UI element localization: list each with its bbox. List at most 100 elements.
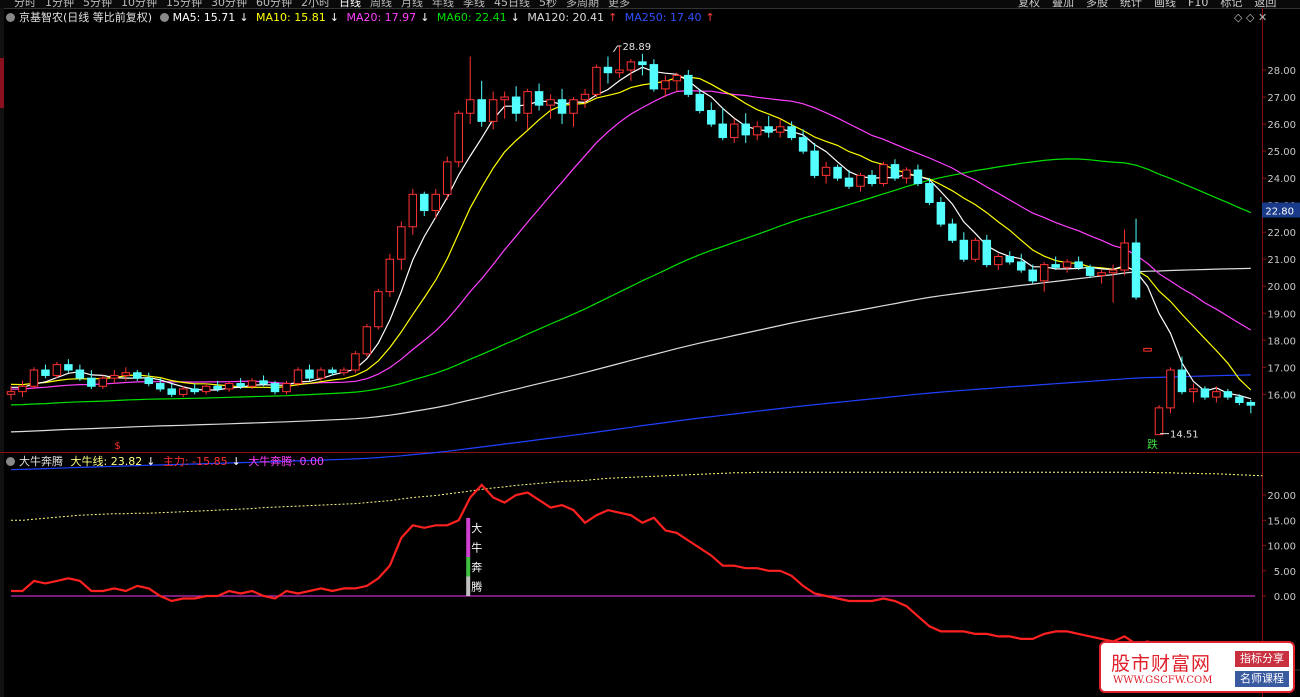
candle-body — [775, 126, 785, 133]
candle-body — [178, 388, 188, 395]
period-tab-8[interactable]: 日线 — [339, 0, 361, 9]
candle-body — [75, 369, 85, 379]
candle-body — [224, 383, 234, 390]
candle-body — [500, 96, 509, 101]
period-tab-0[interactable]: 分时 — [14, 0, 36, 9]
price-tick-label: 19.00 — [1267, 309, 1296, 320]
period-tab-9[interactable]: 周线 — [370, 0, 392, 9]
signal-bar-segment — [466, 537, 471, 557]
bull-line-value: 大牛线: 23.82 — [70, 455, 143, 468]
candle-body — [1051, 264, 1060, 268]
candle-body — [844, 177, 854, 187]
ma5-arrow-icon: ↓ — [239, 11, 249, 24]
candle-body — [385, 258, 395, 293]
period-tab-3[interactable]: 10分钟 — [121, 0, 157, 9]
candle-body — [661, 80, 670, 90]
period-tab-11[interactable]: 年线 — [432, 0, 454, 9]
period-tab-7[interactable]: 2小时 — [301, 0, 330, 9]
price-tick-label: 20.00 — [1267, 282, 1296, 293]
period-tab-13[interactable]: 45日线 — [494, 0, 530, 9]
candle-body — [1097, 272, 1106, 276]
current-price-tag — [1262, 202, 1300, 218]
toolbar-button-1[interactable]: 叠加 — [1052, 0, 1074, 9]
ma-settings-icon[interactable] — [159, 13, 169, 22]
signal-char: 大 — [471, 521, 482, 535]
signal-value: 大牛奔腾: 0.00 — [248, 455, 325, 468]
candle-body — [971, 239, 980, 260]
candle-body — [672, 74, 682, 82]
toolbar-button-7[interactable]: 返回 — [1254, 0, 1277, 9]
candle-body — [1005, 256, 1015, 263]
candle-body — [879, 164, 888, 185]
candle-body — [465, 99, 475, 114]
bull-line-arrow-icon: ↓ — [146, 455, 156, 468]
price-tick-label: 25.00 — [1267, 147, 1296, 158]
close-icon[interactable]: ✕ — [1257, 11, 1268, 24]
candle-body — [1223, 391, 1233, 398]
toolbar-button-6[interactable]: 标记 — [1220, 0, 1243, 9]
period-tab-10[interactable]: 月线 — [401, 0, 423, 9]
ma250-value: MA250: 17.40 — [624, 11, 702, 24]
indicator-settings-icon[interactable] — [6, 457, 15, 466]
fall-signal-label: 跌 — [1147, 437, 1158, 451]
period-tab-14[interactable]: 5秒 — [539, 0, 557, 9]
candle-body — [1062, 261, 1072, 268]
candle-body — [6, 391, 16, 395]
diamond-icon[interactable]: ◇ — [1234, 11, 1243, 24]
signal-char: 腾 — [471, 580, 482, 594]
candle-body — [959, 239, 969, 260]
candle-body — [1235, 396, 1244, 403]
candle-body — [741, 123, 750, 136]
candle-body — [339, 369, 349, 374]
ma5-value: MA5: 15.71 — [172, 11, 236, 24]
legend-settings-icon[interactable] — [6, 13, 15, 22]
period-tab-6[interactable]: 60分钟 — [256, 0, 292, 9]
period-tab-2[interactable]: 5分钟 — [83, 0, 112, 9]
ma10-value: MA10: 15.81 — [256, 11, 326, 24]
candle-body — [994, 256, 1003, 266]
candle-body — [798, 137, 808, 152]
period-tab-15[interactable]: 多周期 — [566, 0, 599, 9]
candle-body — [649, 64, 659, 90]
period-tab-12[interactable]: 季线 — [463, 0, 485, 9]
candle-body — [1177, 369, 1187, 393]
price-tick-label: 26.00 — [1267, 120, 1296, 131]
price-tick-label: 17.00 — [1267, 363, 1296, 374]
toolbar-button-2[interactable]: 多股 — [1086, 0, 1108, 9]
watermark-brand: 股市财富网 — [1111, 653, 1212, 675]
price-tick-label: 18.00 — [1267, 336, 1296, 347]
period-tab-5[interactable]: 30分钟 — [211, 0, 247, 9]
restore-icon[interactable]: ◇ — [1245, 11, 1255, 24]
toolbar-button-3[interactable]: 统计 — [1120, 0, 1142, 9]
candle-body — [925, 183, 934, 203]
candle-body — [121, 372, 131, 376]
candle-body — [155, 383, 165, 390]
price-tick-label: 16.00 — [1267, 390, 1296, 401]
ma20-value: MA20: 17.97 — [346, 11, 417, 24]
candle-body — [511, 96, 521, 114]
candle-body — [18, 385, 27, 393]
period-tab-16[interactable]: 更多 — [608, 0, 630, 9]
period-tab-1[interactable]: 1分钟 — [45, 0, 74, 9]
toolbar-button-5[interactable]: F10 — [1188, 0, 1209, 9]
ma60-value: MA60: 22.41 — [436, 11, 507, 24]
bull-line — [11, 471, 1263, 521]
signal-char: 奔 — [471, 561, 482, 574]
main-legend: 京基智农(日线 等比前复权) MA5: 15.71 ↓ MA10: 15.81 ↓ … — [6, 11, 719, 25]
candle-body — [695, 93, 705, 112]
toolbar-button-0[interactable]: 复权 — [1018, 0, 1040, 9]
candle-body — [569, 99, 578, 114]
candle-body — [546, 99, 555, 106]
ma10-line — [10, 76, 1252, 391]
candle-body — [87, 377, 96, 387]
period-tab-4[interactable]: 15分钟 — [166, 0, 202, 9]
price-tick-label: 22.00 — [1267, 228, 1296, 239]
candle-body — [1131, 242, 1141, 298]
candle-body — [718, 123, 728, 139]
toolbar-button-4[interactable]: 画线 — [1154, 0, 1176, 9]
candle-body — [64, 364, 73, 371]
candle-body — [236, 383, 245, 387]
candle-body — [856, 174, 865, 187]
main-force-line — [11, 483, 1263, 678]
candle-body — [729, 123, 739, 139]
